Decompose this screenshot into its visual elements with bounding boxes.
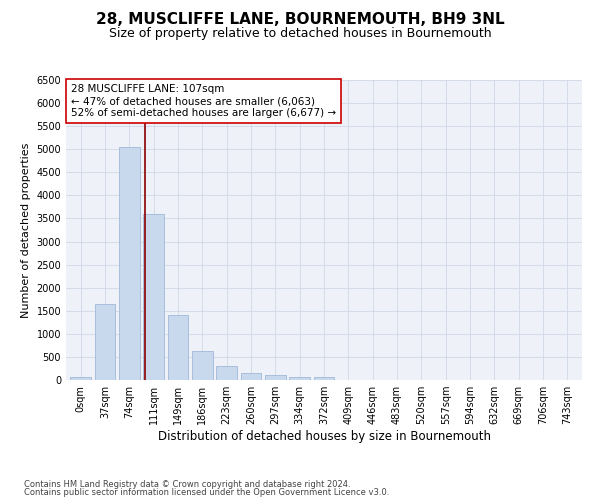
Text: 28 MUSCLIFFE LANE: 107sqm
← 47% of detached houses are smaller (6,063)
52% of se: 28 MUSCLIFFE LANE: 107sqm ← 47% of detac… (71, 84, 336, 117)
Bar (119, 147, 140, 380)
Bar (241, 373, 262, 380)
Text: 28, MUSCLIFFE LANE, BOURNEMOUTH, BH9 3NL: 28, MUSCLIFFE LANE, BOURNEMOUTH, BH9 3NL (95, 12, 505, 28)
Text: Contains public sector information licensed under the Open Government Licence v3: Contains public sector information licen… (24, 488, 389, 497)
Bar (265, 376, 286, 380)
Bar (192, 352, 212, 380)
Bar (70, 376, 91, 380)
Bar (289, 376, 310, 380)
Bar (314, 376, 334, 380)
Y-axis label: Number of detached properties: Number of detached properties (21, 142, 31, 318)
Text: Size of property relative to detached houses in Bournemouth: Size of property relative to detached ho… (109, 28, 491, 40)
Bar (143, 214, 164, 380)
X-axis label: Distribution of detached houses by size in Bournemouth: Distribution of detached houses by size … (157, 430, 491, 443)
Text: Contains HM Land Registry data © Crown copyright and database right 2024.: Contains HM Land Registry data © Crown c… (24, 480, 350, 489)
Bar (167, 316, 188, 380)
Bar (216, 366, 237, 380)
Bar (95, 304, 115, 380)
